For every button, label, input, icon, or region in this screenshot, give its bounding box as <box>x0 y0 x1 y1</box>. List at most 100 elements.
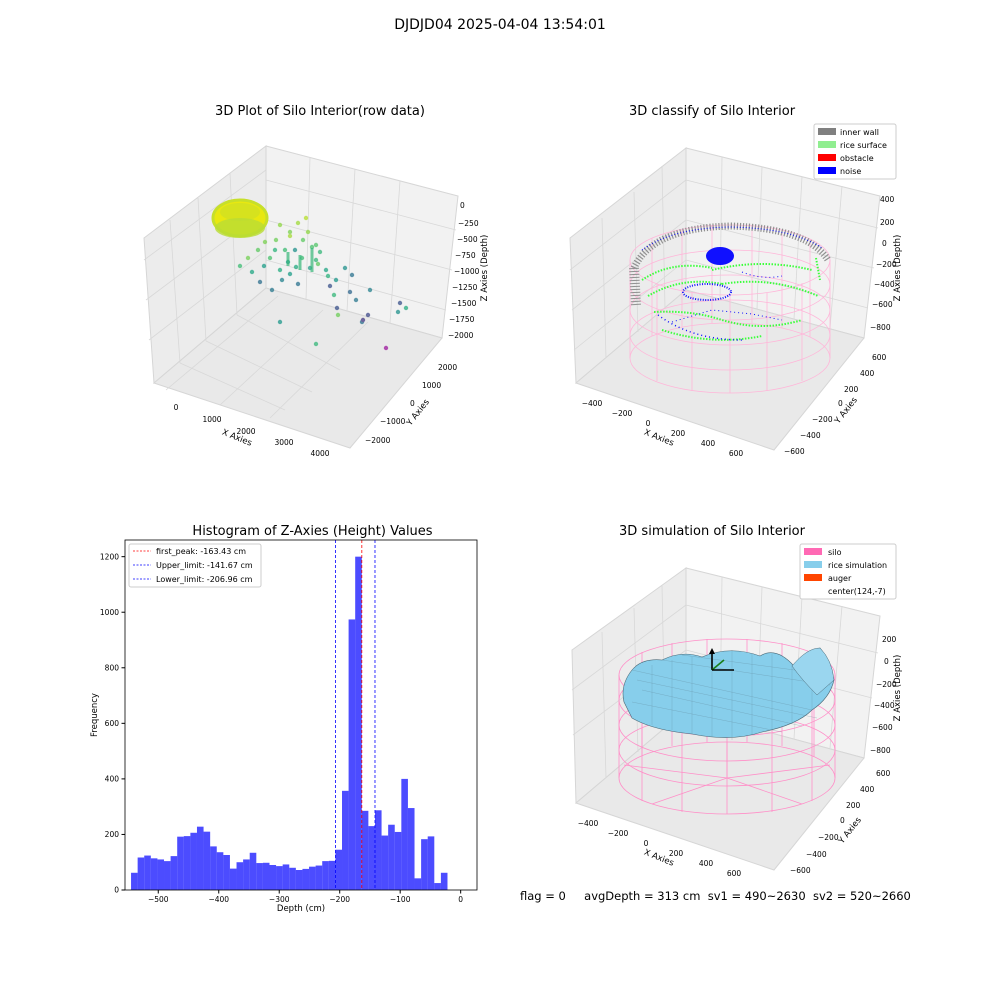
y-tick: −600 <box>784 447 805 456</box>
y-tick-label: 0 <box>114 886 119 895</box>
point-cloud <box>237 215 409 351</box>
histogram-bar <box>262 862 270 890</box>
histogram-bar <box>289 867 296 890</box>
classify-3d-plot: inner wall rice surface obstacle noise 4… <box>569 123 902 458</box>
histogram-bar <box>216 852 224 890</box>
histogram-bar <box>322 861 329 890</box>
histogram-bar <box>150 858 158 890</box>
z-tick: 400 <box>880 195 895 204</box>
plot-frame <box>124 539 478 891</box>
y-tick-label: 1000 <box>100 608 119 617</box>
histogram-bar <box>394 831 402 890</box>
rice-bump <box>791 647 835 696</box>
y-tick: 200 <box>844 385 859 394</box>
x-tick: −200 <box>608 829 629 838</box>
z-tick: −800 <box>870 746 891 755</box>
x-ticks: −500 −400 −300 −200 −100 0 <box>148 890 463 904</box>
histogram-bar <box>157 859 165 890</box>
z-tick: 200 <box>882 635 897 644</box>
y-tick: 600 <box>876 769 891 778</box>
y-tick: 200 <box>846 801 861 810</box>
legend-label: obstacle <box>840 154 874 163</box>
z-tick: −800 <box>870 323 891 332</box>
z-tick-labels: 400 200 0 −200 −400 −600 −800 <box>870 195 897 332</box>
dense-ring-inner <box>220 203 260 221</box>
x-tick-label: −500 <box>148 895 169 904</box>
histogram-bars <box>131 556 448 890</box>
z-tick: −1250 <box>452 283 478 292</box>
histogram-vlines <box>335 540 376 890</box>
y-ticks: 0 200 400 600 800 1000 1200 <box>100 552 125 895</box>
x-tick-label: −400 <box>208 895 229 904</box>
x-tick: 0 <box>174 403 179 412</box>
y-axis-label: Frequency <box>90 693 100 737</box>
grid-lines <box>143 156 457 419</box>
legend-label: noise <box>840 167 861 176</box>
chart-title: 3D classify of Silo Interior <box>628 104 796 119</box>
histogram-bar <box>309 866 316 890</box>
z-axis-label: Z Axies (Depth) <box>893 235 902 302</box>
status-line: flag = 0 avgDepth = 313 cm sv1 = 490~263… <box>520 889 911 903</box>
histogram-bar <box>335 849 343 890</box>
x-tick-label: −300 <box>269 895 290 904</box>
histogram-bar <box>368 826 375 890</box>
x-tick: 600 <box>729 449 744 458</box>
histogram-bar <box>164 861 171 890</box>
z-tick: −200 <box>876 260 897 269</box>
histogram-bar <box>407 808 415 890</box>
y-tick-labels: 600 400 200 0 −200 −400 −600 <box>784 353 887 456</box>
noise-points <box>657 247 783 341</box>
panel-classify-3d: 3D classify of Silo Interior <box>562 100 902 460</box>
legend-label: center(124,-7) <box>828 587 886 596</box>
panel-raw-3d: 3D Plot of Silo Interior(row data) <box>140 100 500 460</box>
histogram-bar <box>401 778 408 890</box>
y-tick: −400 <box>806 850 827 859</box>
x-tick: −400 <box>578 819 599 828</box>
histogram-bar <box>203 831 211 890</box>
y-tick-labels: 600 400 200 0 −200 −400 −600 <box>790 769 891 875</box>
z-tick: 0 <box>884 657 889 666</box>
x-tick: 0 <box>644 839 649 848</box>
x-tick: −400 <box>582 399 603 408</box>
y-tick: 400 <box>860 369 875 378</box>
histogram-bar <box>229 868 237 890</box>
z-tick: 0 <box>882 239 887 248</box>
histogram-bar <box>183 836 191 890</box>
histogram-bar <box>388 824 395 890</box>
y-tick: −400 <box>800 431 821 440</box>
pane-floor <box>575 709 865 871</box>
histogram-bar <box>269 865 277 890</box>
histogram-bar <box>131 872 138 890</box>
histogram-bar <box>421 839 428 890</box>
sv2-text: sv2 = 520~2660 <box>812 889 911 903</box>
x-tick: 200 <box>671 429 686 438</box>
histogram-bar <box>243 859 250 890</box>
histogram-bar <box>249 852 257 890</box>
histogram-bar <box>177 836 184 890</box>
histogram-bar <box>295 870 303 890</box>
z-tick: −1750 <box>449 315 475 324</box>
legend: silo rice simulation auger center(124,-7… <box>799 543 897 600</box>
y-tick-label: 800 <box>105 663 120 672</box>
y-tick: −600 <box>790 866 811 875</box>
histogram-bar <box>302 868 310 890</box>
y-tick: 0 <box>410 399 415 408</box>
histogram-bar <box>144 855 151 890</box>
x-tick-labels: −400 −200 0 200 400 600 <box>582 399 744 458</box>
histogram-bar <box>427 836 435 890</box>
legend-label: Upper_limit: -141.67 cm <box>156 561 253 570</box>
x-tick-labels: 0 1000 2000 3000 4000 <box>174 403 330 458</box>
y-tick-label: 600 <box>105 719 120 728</box>
raw-3d-plot: 0 −250 −500 −750 −1000 −1250 −1500 −1750… <box>143 144 490 458</box>
histogram-bar <box>315 865 323 890</box>
histogram-bar <box>434 883 441 890</box>
legend-label: inner wall <box>840 128 879 137</box>
legend-swatch <box>818 167 836 174</box>
simulation-3d-plot: silo rice simulation auger center(124,-7… <box>571 543 902 878</box>
y-tick: 400 <box>860 785 875 794</box>
chart-title: Histogram of Z-Axies (Height) Values <box>192 524 433 539</box>
z-tick: −1500 <box>451 299 477 308</box>
histogram-bar <box>276 866 283 890</box>
histogram-bar <box>361 810 369 890</box>
rice-surface-points <box>641 257 821 341</box>
